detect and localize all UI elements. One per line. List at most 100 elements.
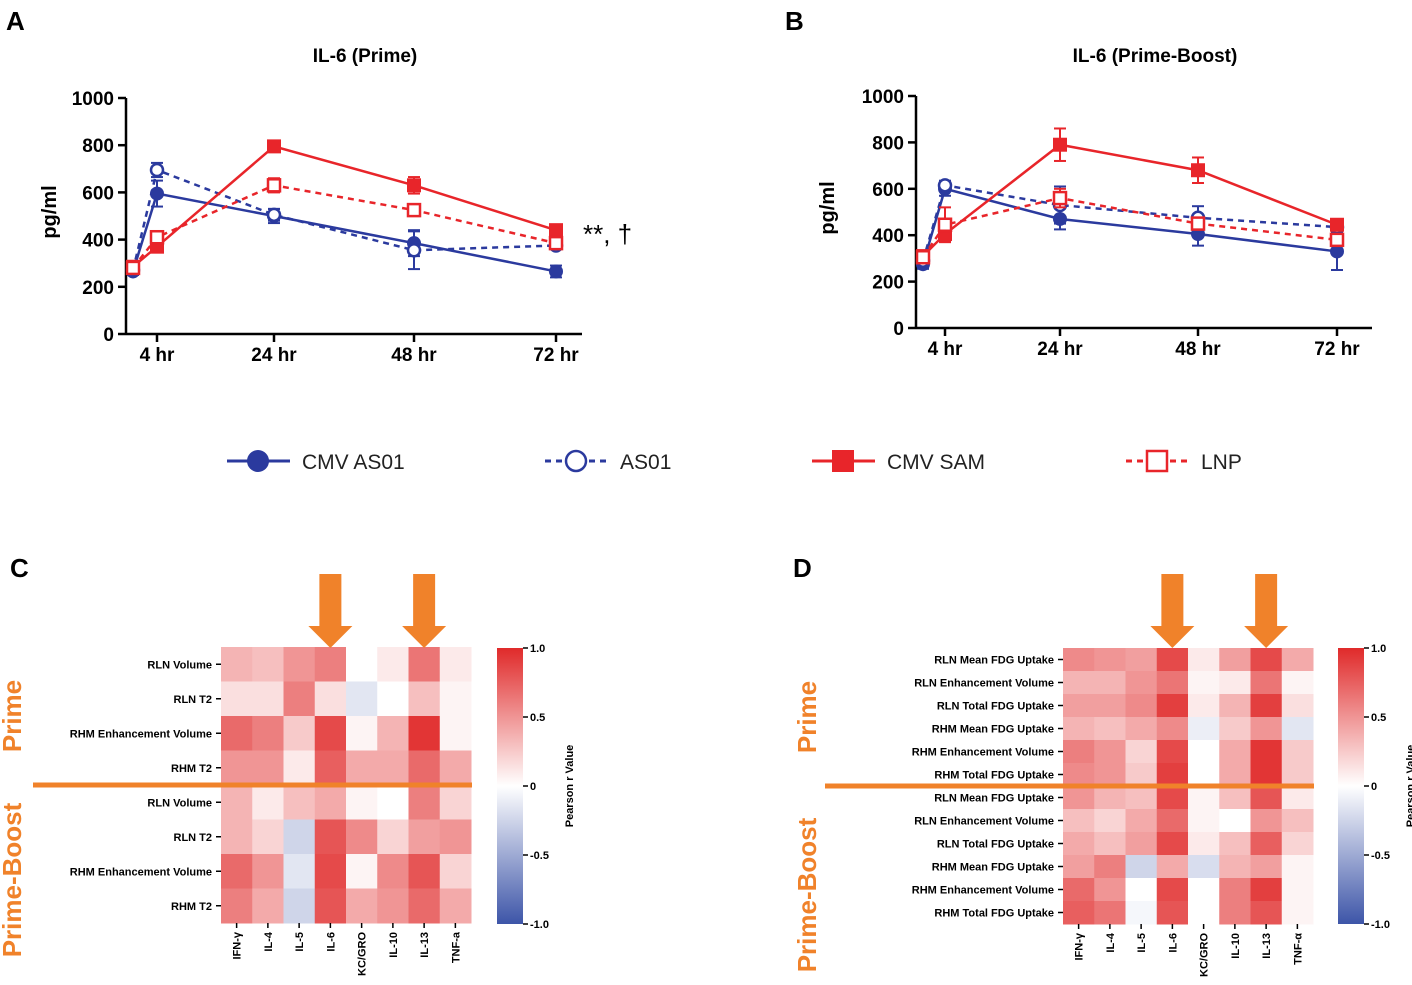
heatmap-d-cell-r11-c4: [1188, 901, 1220, 925]
heatmap-d-cell-r4-c2: [1125, 740, 1158, 764]
heatmap-d-cell-r1-c4: [1188, 671, 1220, 695]
chart-a-series-lnp-point-0: [125, 260, 141, 276]
heatmap-c-row-label-1: RLN T2: [174, 694, 213, 706]
heatmap-d-cell-r3-c4: [1188, 717, 1220, 741]
heatmap-c-col-label-il-6: IL-6: [325, 932, 337, 952]
heatmap-c-cell-r0-c0: [221, 647, 253, 682]
heatmap-d-cell-r6-c5: [1219, 786, 1251, 810]
heatmap-c-col-label-il-4: IL-4: [263, 931, 275, 951]
chart-a-series-as01-point-3: [406, 242, 422, 258]
heatmap-d-cell-r11-c3: [1156, 901, 1189, 925]
heatmap-d-col-label-tnf: TNF-α: [1292, 933, 1304, 965]
heatmap-d-cell-r3-c2: [1125, 717, 1158, 741]
heatmap-d-cell-r8-c0: [1063, 832, 1095, 856]
heatmap-c-cell-r0-c7: [439, 647, 472, 682]
chart-a-series-cmv-as01-point-1: [150, 186, 164, 201]
heatmap-c-cell-r3-c2: [283, 750, 316, 786]
heatmap-c-cell-r6-c0: [221, 854, 253, 889]
panel-label-c: C: [10, 553, 29, 583]
heatmap-c-cell-r4-c5: [377, 785, 409, 820]
heatmap-c-row-label-5: RLN T2: [174, 832, 213, 844]
chart-a-ytick-label-400: 400: [82, 231, 114, 252]
heatmap-c-cell-r1-c4: [346, 681, 378, 717]
chart-b-series-lnp-point-0: [915, 249, 931, 265]
chart-a-series-lnp-point-3: [406, 202, 422, 218]
legend-cmv-as01-label: CMV AS01: [302, 451, 405, 474]
heatmap-d-cell-r8-c1: [1094, 832, 1126, 856]
heatmap-d-cell-r10-c4: [1188, 878, 1220, 902]
heatmap-d-cell-r2-c2: [1125, 694, 1158, 718]
heatmap-d-cell-r2-c7: [1281, 694, 1314, 718]
heatmap-d-cell-r4-c4: [1188, 740, 1220, 764]
heatmap-c-cell-r1-c3: [314, 681, 347, 717]
heatmap-c-cell-r4-c7: [439, 785, 472, 820]
heatmap-c-cell-r4-c0: [221, 785, 253, 820]
heatmap-c-cell-r7-c3: [314, 888, 347, 924]
heatmap-c-colorbar-tick-label-1: 0.5: [530, 712, 545, 724]
heatmap-c-cell-r6-c1: [252, 854, 284, 889]
heatmap-c-col-label-il-10: IL-10: [388, 932, 400, 958]
heatmap-d-cell-r5-c0: [1063, 763, 1095, 787]
chart-a-ytick-label-200: 200: [82, 278, 114, 299]
heatmap-d-col-label-il-5: IL-5: [1136, 933, 1148, 953]
heatmap-c-group-label-prime-boost: Prime-Boost: [0, 802, 27, 957]
heatmap-c-cell-r1-c5: [377, 681, 409, 717]
heatmap-d-cell-r3-c0: [1063, 717, 1095, 741]
chart-a-series-cmv-sam-point-3: [407, 178, 421, 193]
heatmap-d-cell-r7-c4: [1188, 809, 1220, 833]
heatmap-c-cell-r5-c2: [283, 819, 316, 855]
heatmap-d-cell-r4-c5: [1219, 740, 1251, 764]
heatmap-c-arrow-il-13: [402, 574, 447, 648]
heatmap-c-cell-r5-c6: [408, 819, 441, 855]
heatmap-d-cell-r3-c1: [1094, 717, 1126, 741]
heatmap-d-colorbar-tick-label-1: 0.5: [1371, 712, 1386, 724]
heatmap-d-cell-r10-c3: [1156, 878, 1189, 902]
heatmap-d-cell-r11-c5: [1219, 901, 1251, 925]
heatmap-d-cell-r7-c7: [1281, 809, 1314, 833]
heatmap-d-cell-r10-c2: [1125, 878, 1158, 902]
heatmap-d-cell-r5-c1: [1094, 763, 1126, 787]
chart-a-title: IL-6 (Prime): [313, 46, 418, 67]
heatmap-c-cell-r3-c0: [221, 750, 253, 786]
heatmap-d-cell-r7-c6: [1250, 809, 1283, 833]
heatmap-c-arrow-il-6: [308, 574, 353, 648]
heatmap-d-cell-r10-c6: [1250, 878, 1283, 902]
heatmap-d-cell-r0-c1: [1094, 648, 1126, 672]
heatmap-c-cell-r3-c5: [377, 750, 409, 786]
heatmap-d-cell-r2-c3: [1156, 694, 1189, 718]
heatmap-d-cell-r9-c0: [1063, 855, 1095, 879]
heatmap-c: RLN Volume RLN T2 RHM Enhancement Volume RH…: [0, 574, 576, 976]
heatmap-d-cell-r7-c0: [1063, 809, 1095, 833]
chart-b-ytick-label-1000: 1000: [862, 87, 904, 108]
heatmap-d-cell-r3-c5: [1219, 717, 1251, 741]
chart-b-series-as01-line: [921, 183, 1338, 262]
heatmap-c-cell-r7-c0: [221, 888, 253, 924]
heatmap-c-cell-r5-c3: [314, 819, 347, 855]
heatmap-d-cell-r11-c2: [1125, 901, 1158, 925]
heatmap-c-cell-r1-c6: [408, 681, 441, 717]
heatmap-c-col-label-ifn: IFN-γ: [232, 931, 244, 959]
heatmap-c-cell-r7-c7: [439, 888, 472, 924]
heatmap-d-cell-r8-c2: [1125, 832, 1158, 856]
heatmap-d-cell-r2-c5: [1219, 694, 1251, 718]
chart-b-ylabel: pg/ml: [817, 181, 839, 234]
heatmap-d-cell-r6-c0: [1063, 786, 1095, 810]
heatmap-c-cell-r5-c7: [439, 819, 472, 855]
heatmap-c-cell-r7-c6: [408, 888, 441, 924]
heatmap-c-cell-r0-c5: [377, 647, 409, 682]
heatmap-d-row-label-3: RHM Mean FDG Uptake: [932, 724, 1054, 736]
heatmap-d-cell-r7-c5: [1219, 809, 1251, 833]
heatmap-c-colorbar-label: Pearson r Value: [564, 745, 576, 828]
heatmap-c-colorbar-tick-label-2: 0: [530, 781, 536, 793]
heatmap-c-group-label-prime: Prime: [0, 680, 27, 752]
legend-lnp-marker: [1145, 449, 1169, 473]
heatmap-d-cell-r11-c1: [1094, 901, 1126, 925]
heatmap-d-cell-r7-c3: [1156, 809, 1189, 833]
heatmap-c-cell-r0-c1: [252, 647, 284, 682]
chart-a-ytick-label-800: 800: [82, 136, 114, 157]
heatmap-d-cell-r9-c6: [1250, 855, 1283, 879]
heatmap-d-cell-r0-c5: [1219, 648, 1251, 672]
heatmap-d-row-label-2: RLN Total FDG Uptake: [937, 701, 1054, 713]
heatmap-d-cell-r5-c2: [1125, 763, 1158, 787]
heatmap-d-cell-r9-c5: [1219, 855, 1251, 879]
